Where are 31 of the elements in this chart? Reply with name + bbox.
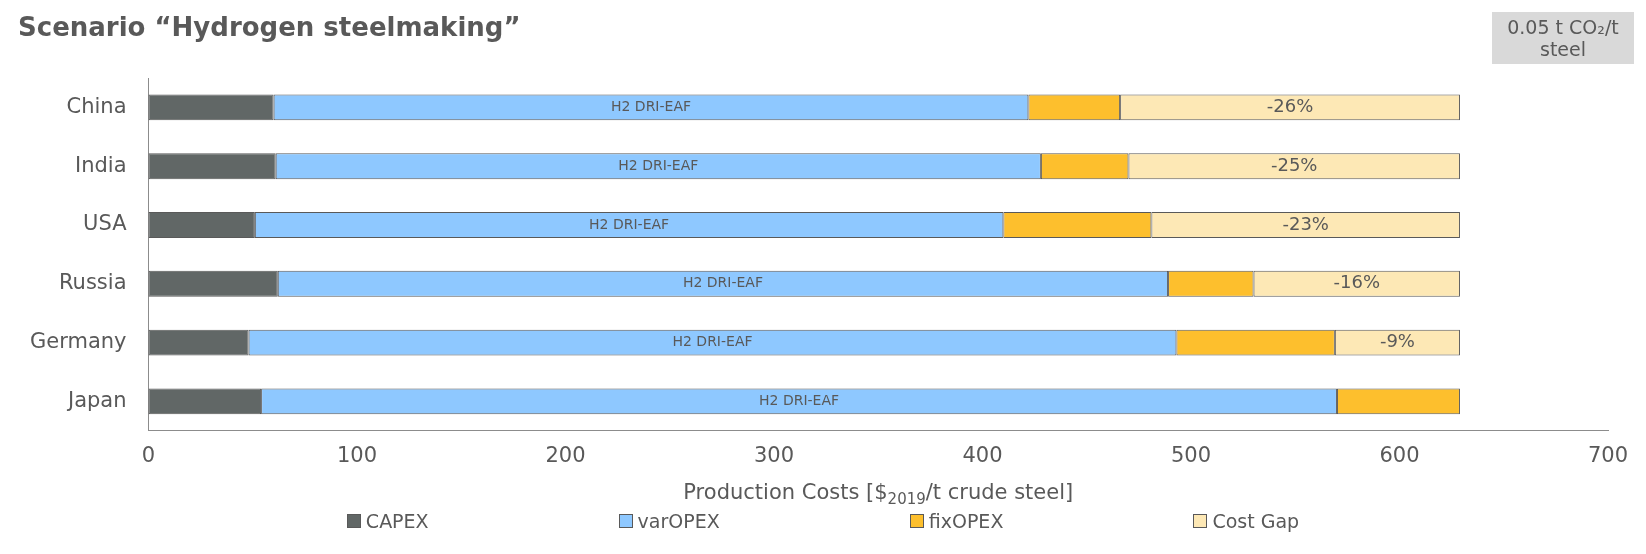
annotation: -25% [1270, 153, 1318, 175]
annotation: -9% [1379, 330, 1415, 352]
data-label: H2 DRI-EAF [672, 333, 753, 350]
x-tick-label: 500 [1170, 442, 1212, 467]
annotation: -16% [1333, 271, 1381, 293]
x-tick-label: 100 [336, 442, 378, 467]
annotation: -26% [1266, 95, 1314, 117]
x-tick-label: 0 [141, 442, 156, 467]
x-tick-label: 400 [962, 442, 1003, 467]
data-label: H2 DRI-EAF [682, 274, 763, 291]
data-label: H2 DRI-EAF [618, 156, 699, 173]
legend-label: varOPEX [637, 510, 720, 532]
x-tick-label: 700 [1587, 442, 1629, 467]
data-label: H2 DRI-EAF [759, 392, 840, 409]
chart-title: Scenario “Hydrogen steelmaking” [18, 12, 521, 42]
legend-label: fixOPEX [928, 510, 1004, 532]
x-tick-label: 200 [545, 442, 586, 467]
legend-label: CAPEX [365, 510, 429, 532]
y-tick-label: USA [83, 211, 128, 236]
data-label: H2 DRI-EAF [589, 215, 670, 232]
y-tick-label: India [74, 152, 127, 177]
text: 0.05 t CO₂/t steel [1492, 12, 1634, 64]
legend-label: Cost Gap [1212, 510, 1300, 532]
x-tick-label: 300 [753, 442, 795, 467]
y-tick-label: Japan [65, 387, 127, 412]
y-tick-label: China [66, 93, 127, 118]
x-tick-label: 600 [1379, 442, 1420, 467]
y-tick-label: Germany [29, 329, 127, 354]
y-tick-label: Russia [58, 270, 127, 295]
annotation: -23% [1282, 212, 1329, 234]
data-label: H2 DRI-EAF [610, 98, 692, 115]
